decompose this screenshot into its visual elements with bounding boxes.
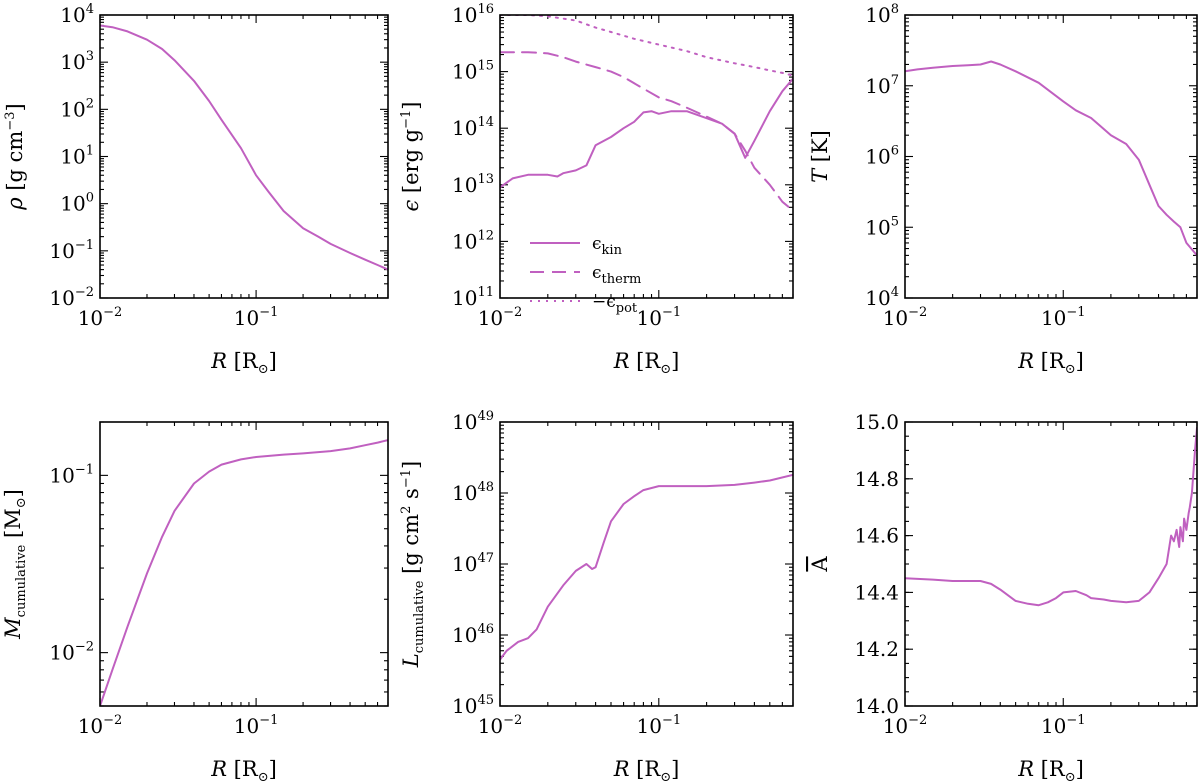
y-axis-label: Lcumulative [g cm2 s−1] (399, 461, 427, 668)
x-axis-label: R [R⊙] (613, 757, 680, 782)
axes-frame (99, 14, 389, 299)
y-tick-label: 1047 (452, 551, 494, 576)
y-tick-label: 102 (60, 96, 94, 121)
legend-label: ϵkin (592, 234, 623, 258)
axes-frame (499, 14, 794, 299)
series-line-L_cumulative (500, 473, 793, 661)
legend-label: −ϵpot (592, 292, 638, 316)
panel-energy: 10−2 10−1 1011 1012 1013 1014 1015 1016 ϵkin ϵthe… (399, 2, 794, 377)
axes-frame (904, 14, 1198, 299)
series-line-T (905, 60, 1197, 257)
y-tick-label: 106 (865, 144, 899, 169)
axes-frame (99, 421, 389, 707)
series-line-M_cumulative (100, 439, 388, 706)
y-tick-label: 104 (865, 285, 899, 310)
x-tick-label: 10−2 (883, 713, 928, 738)
y-tick-label: 14.2 (854, 637, 899, 661)
x-tick-label: 10−2 (478, 713, 523, 738)
x-tick-label: 10−1 (1041, 305, 1086, 330)
x-tick-label: 10−1 (1041, 713, 1086, 738)
y-tick-label: 1046 (452, 622, 494, 647)
y-tick-label: 1049 (452, 409, 494, 434)
x-axis-label: R [R⊙] (613, 349, 680, 377)
y-tick-label: 1011 (452, 285, 494, 310)
y-tick-label: 14.8 (854, 467, 899, 491)
panel-mass: 10−2 10−1 10−2 10−1 R [R⊙] Mcumulative [M⊙] (1, 421, 389, 782)
series-line-rho (100, 24, 388, 271)
y-tick-label: 15.0 (854, 410, 899, 434)
y-tick-label: 105 (865, 214, 899, 239)
y-tick-label: 1048 (452, 480, 494, 505)
y-axis-label: ϵ [erg g−1] (399, 101, 423, 211)
axes-frame (499, 421, 794, 707)
x-axis-label: R [R⊙] (210, 349, 277, 377)
y-tick-label: 10−2 (49, 640, 94, 665)
panel-mean-mass-number: 10−2 10−1 14.0 14.2 14.4 14.6 14.8 15.0 R [R⊙] A (808, 410, 1198, 782)
y-tick-label: 10−1 (49, 238, 94, 263)
y-axis-label: ρ [g cm−3] (3, 103, 27, 210)
x-tick-label: 10−2 (78, 713, 123, 738)
x-tick-label: 10−2 (478, 305, 523, 330)
series-line-therm (500, 51, 793, 212)
x-axis-label: R [R⊙] (1017, 349, 1084, 377)
x-tick-label: 10−1 (636, 713, 681, 738)
y-tick-label: 10−2 (49, 285, 94, 310)
y-tick-label: 14.4 (854, 580, 899, 604)
y-tick-label: 1016 (452, 2, 494, 27)
axes-frame (904, 421, 1198, 707)
y-tick-label: 1015 (452, 59, 494, 84)
series-line-A_bar (905, 426, 1197, 607)
y-tick-label: 1012 (452, 228, 494, 253)
panel-temperature: 10−2 10−1 104 105 106 107 108 R [R⊙] T [K] (808, 2, 1198, 377)
y-tick-label: 104 (60, 2, 94, 27)
y-tick-label: 101 (60, 144, 94, 169)
x-tick-label: 10−1 (234, 713, 279, 738)
y-tick-label: 1045 (452, 693, 494, 718)
y-axis-label: Mcumulative [M⊙] (1, 489, 29, 640)
y-tick-label: 103 (60, 49, 94, 74)
series-line-kin (500, 77, 793, 189)
y-tick-label: 100 (60, 191, 94, 216)
y-axis-label: T [K] (808, 130, 832, 183)
panel-density: 10−2 10−1 10−2 10−1 100 101 102 103 104 R [R⊙] ρ [… (3, 2, 389, 377)
x-axis-label: R [R⊙] (1017, 757, 1084, 782)
y-tick-label: 10−1 (49, 462, 94, 487)
legend-label: ϵtherm (592, 263, 641, 287)
y-tick-label: 14.0 (854, 694, 899, 718)
x-tick-label: 10−1 (636, 305, 681, 330)
x-tick-label: 10−2 (883, 305, 928, 330)
x-tick-label: 10−2 (78, 305, 123, 330)
y-tick-label: 108 (865, 2, 899, 27)
y-tick-label: 14.6 (854, 524, 899, 548)
y-tick-label: 107 (865, 73, 899, 98)
y-tick-label: 1014 (452, 115, 494, 140)
y-tick-label: 1013 (452, 172, 494, 197)
y-axis-label: A (808, 556, 832, 573)
panel-angular-momentum: 10−2 10−1 1045 1046 1047 1048 1049 R [R⊙] Lcumul… (399, 409, 794, 782)
series-line-pot (500, 15, 793, 77)
x-axis-label: R [R⊙] (210, 757, 277, 782)
x-tick-label: 10−1 (234, 305, 279, 330)
